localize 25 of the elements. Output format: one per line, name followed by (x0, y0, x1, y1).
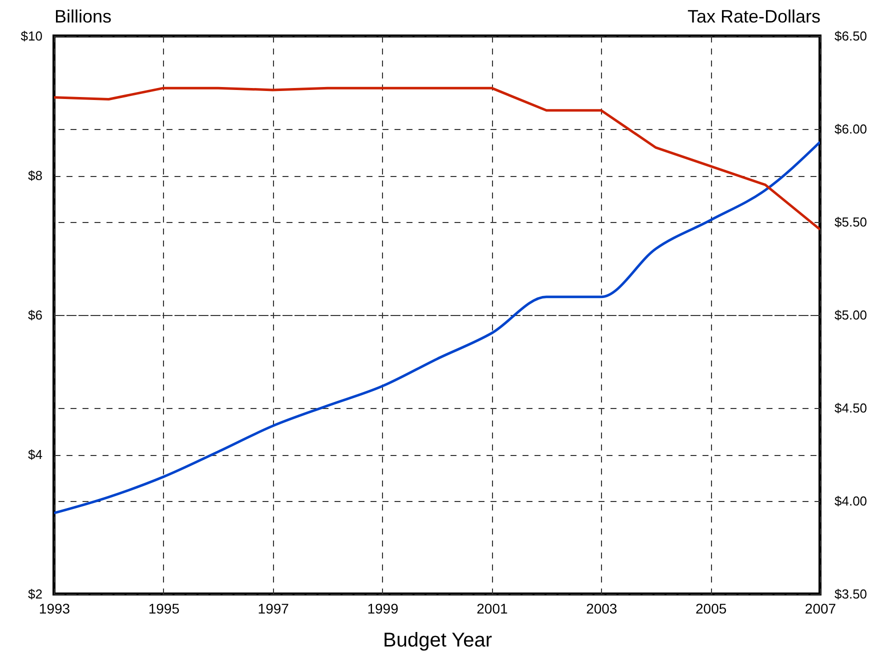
line-series (54, 86, 820, 231)
y2-tick-label: $4.50 (834, 400, 868, 416)
y-tick-label: $4 (28, 447, 42, 462)
x-tick-label: 2007 (804, 600, 836, 616)
y2-axis-title: Tax Rate-Dollars (687, 6, 820, 26)
x-tick-label: 1995 (148, 600, 180, 616)
y-tick-label: $8 (28, 168, 42, 183)
x-tick-label: 2005 (695, 600, 727, 616)
y2-tick-label: $5.00 (834, 308, 868, 322)
y2-tick-label: $3.50 (834, 586, 868, 602)
y-axis-title: Billions (54, 6, 112, 26)
x-tick-label: 1993 (38, 600, 70, 616)
y2-tick-label: $5.50 (834, 214, 868, 230)
y-tick-label: $10 (20, 28, 42, 44)
y2-tick-label: $6.50 (834, 28, 868, 44)
x-tick-label: 2001 (476, 600, 508, 616)
y2-tick-label: $6.00 (834, 122, 868, 136)
x-tick-label: 1999 (367, 600, 399, 616)
line-series (54, 140, 820, 514)
x-axis-title: Budget Year (383, 630, 492, 652)
y-tick-label: $6 (28, 308, 42, 322)
x-tick-label: 1997 (258, 600, 290, 616)
y2-tick-label: $4.00 (834, 494, 868, 508)
x-tick-label: 2003 (586, 600, 618, 616)
y-tick-label: $2 (28, 586, 42, 602)
